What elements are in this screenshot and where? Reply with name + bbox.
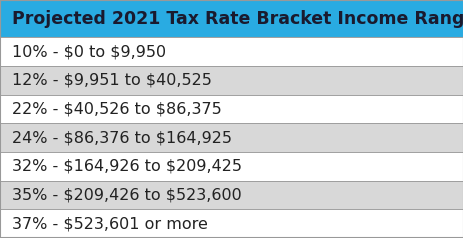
Bar [0, 123, 463, 152]
Bar [0, 152, 463, 181]
Text: 22% - \$40,526 to \$86,375: 22% - \$40,526 to \$86,375 [12, 101, 221, 116]
Bar [0, 37, 463, 66]
Bar [0, 181, 463, 209]
Bar [0, 95, 463, 123]
Text: 35% - \$209,426 to \$523,600: 35% - \$209,426 to \$523,600 [12, 188, 241, 203]
Bar [0, 66, 463, 95]
Text: 37% - \$523,601 or more: 37% - \$523,601 or more [12, 216, 207, 231]
Bar [0, 0, 463, 37]
Bar [0, 209, 463, 238]
Text: Projected 2021 Tax Rate Bracket Income Ranges: Projected 2021 Tax Rate Bracket Income R… [12, 10, 463, 28]
Text: 32% - \$164,926 to \$209,425: 32% - \$164,926 to \$209,425 [12, 159, 241, 174]
Text: 12% - \$9,951 to \$40,525: 12% - \$9,951 to \$40,525 [12, 73, 211, 88]
Text: 24% - \$86,376 to \$164,925: 24% - \$86,376 to \$164,925 [12, 130, 231, 145]
Text: 10% - \$0 to \$9,950: 10% - \$0 to \$9,950 [12, 44, 165, 59]
